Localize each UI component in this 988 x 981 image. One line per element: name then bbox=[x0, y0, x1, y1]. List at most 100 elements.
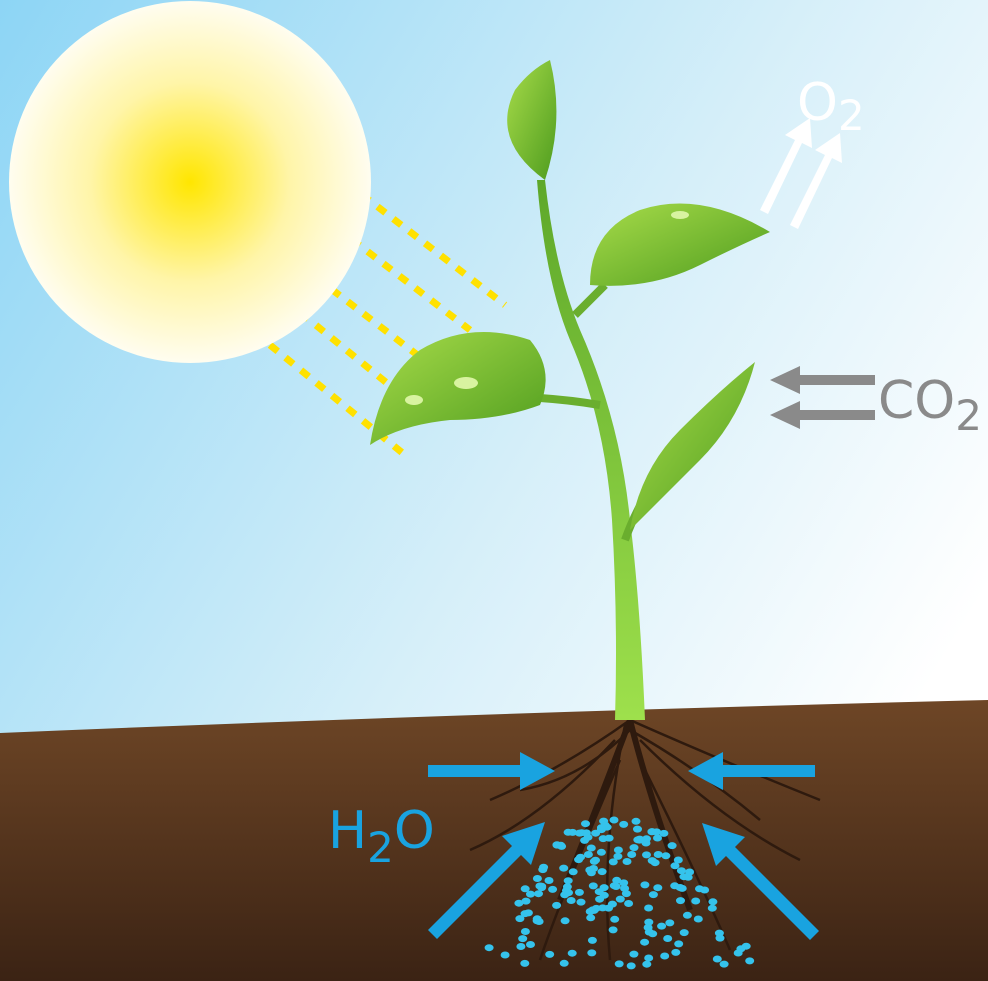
water-droplet bbox=[663, 935, 672, 942]
water-droplet bbox=[564, 889, 573, 896]
water-droplet bbox=[671, 862, 680, 869]
water-droplet bbox=[520, 960, 529, 967]
water-droplet bbox=[521, 885, 530, 892]
water-droplet bbox=[720, 961, 729, 968]
water-droplet bbox=[597, 849, 606, 856]
label-main: H bbox=[328, 801, 367, 861]
water-droplet bbox=[620, 885, 629, 892]
water-droplet bbox=[586, 908, 595, 915]
label-subscript: 2 bbox=[955, 391, 982, 440]
water-droplet bbox=[559, 865, 568, 872]
water-droplet bbox=[576, 854, 585, 861]
water-droplet bbox=[545, 877, 554, 884]
water-droplet bbox=[644, 905, 653, 912]
water-droplet bbox=[624, 900, 633, 907]
label-subscript: 2 bbox=[367, 823, 394, 872]
water-droplet bbox=[642, 851, 651, 858]
water-droplet bbox=[548, 886, 557, 893]
water-droplet bbox=[674, 940, 683, 947]
water-droplet bbox=[533, 875, 542, 882]
water-droplet bbox=[516, 943, 525, 950]
label-main: O bbox=[394, 801, 435, 861]
water-droplet bbox=[742, 943, 751, 950]
water-droplet bbox=[580, 837, 589, 844]
water-droplet bbox=[560, 960, 569, 967]
label-subscript: 2 bbox=[838, 91, 865, 140]
water-droplet bbox=[654, 851, 663, 858]
water-droplet bbox=[676, 897, 685, 904]
water-droplet bbox=[677, 867, 686, 874]
water-droplet bbox=[642, 961, 651, 968]
water-droplet bbox=[680, 929, 689, 936]
water-droplet bbox=[501, 952, 510, 959]
water-droplet bbox=[629, 951, 638, 958]
water-droplet bbox=[610, 817, 619, 824]
water-droplet bbox=[700, 887, 709, 894]
water-droplet bbox=[587, 949, 596, 956]
water-droplet bbox=[597, 824, 606, 831]
water-droplet bbox=[713, 956, 722, 963]
water-droplet bbox=[545, 951, 554, 958]
water-droplet bbox=[604, 905, 613, 912]
water-droplet bbox=[615, 960, 624, 967]
water-droplet bbox=[616, 896, 625, 903]
water-droplet bbox=[691, 898, 700, 905]
water-droplet bbox=[671, 949, 680, 956]
water-droplet bbox=[653, 835, 662, 842]
water-droplet bbox=[538, 866, 547, 873]
water-droplet bbox=[568, 950, 577, 957]
water-droplet bbox=[590, 858, 599, 865]
water-droplet bbox=[685, 869, 694, 876]
water-droplet bbox=[657, 923, 666, 930]
water-droplet bbox=[745, 957, 754, 964]
water-droplet bbox=[694, 916, 703, 923]
water-droplet bbox=[581, 820, 590, 827]
water-droplet bbox=[648, 857, 657, 864]
water-droplet bbox=[588, 937, 597, 944]
water-droplet bbox=[600, 892, 609, 899]
water-droplet bbox=[708, 898, 717, 905]
water-droplet bbox=[567, 897, 576, 904]
water-droplet bbox=[537, 883, 546, 890]
water-droplet bbox=[613, 853, 622, 860]
water-droplet bbox=[630, 844, 639, 851]
water-droplet bbox=[627, 962, 636, 969]
dew-drop bbox=[454, 377, 478, 389]
water-droplet bbox=[591, 830, 600, 837]
water-droplet bbox=[619, 821, 628, 828]
water-droplet bbox=[649, 891, 658, 898]
water-droplet bbox=[612, 877, 621, 884]
water-droplet bbox=[708, 905, 717, 912]
water-droplet bbox=[586, 914, 595, 921]
water-droplet bbox=[668, 842, 677, 849]
water-droplet bbox=[535, 918, 544, 925]
label-main: CO bbox=[878, 371, 955, 431]
water-droplet bbox=[640, 881, 649, 888]
sun bbox=[9, 1, 371, 363]
water-droplet bbox=[633, 836, 642, 843]
label-main: O bbox=[797, 73, 838, 133]
water-droplet bbox=[683, 912, 692, 919]
water-droplet bbox=[644, 955, 653, 962]
water-droplet bbox=[561, 917, 570, 924]
water-droplet bbox=[734, 950, 743, 957]
water-droplet bbox=[524, 909, 533, 916]
water-droplet bbox=[552, 902, 561, 909]
dew-drop bbox=[671, 211, 689, 219]
water-droplet bbox=[648, 828, 657, 835]
dew-drop bbox=[405, 395, 423, 405]
soil bbox=[0, 700, 988, 981]
water-droplet bbox=[577, 899, 586, 906]
water-droplet bbox=[653, 884, 662, 891]
water-droplet bbox=[633, 826, 642, 833]
water-droplet bbox=[564, 877, 573, 884]
water-droplet bbox=[614, 847, 623, 854]
water-droplet bbox=[609, 926, 618, 933]
water-droplet bbox=[575, 830, 584, 837]
water-droplet bbox=[526, 941, 535, 948]
water-droplet bbox=[676, 884, 685, 891]
water-droplet bbox=[644, 924, 653, 931]
water-droplet bbox=[627, 851, 636, 858]
water-droplet bbox=[522, 898, 531, 905]
water-droplet bbox=[623, 858, 632, 865]
